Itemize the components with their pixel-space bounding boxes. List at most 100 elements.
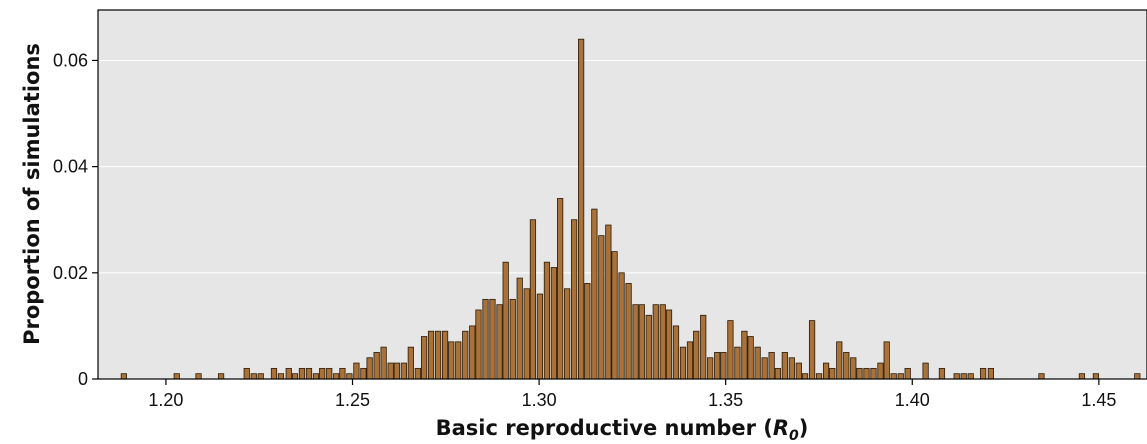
histogram-bar: [536, 293, 544, 380]
x-axis-label: Basic reproductive number (R0): [436, 416, 809, 444]
histogram-bar: [550, 267, 558, 380]
histogram-bar: [366, 357, 373, 380]
histogram-bar: [434, 330, 442, 380]
histogram-bar: [489, 298, 496, 380]
histogram-bar: [257, 373, 264, 380]
histogram-bar: [822, 362, 830, 380]
histogram-bar: [393, 362, 400, 380]
histogram-bar: [761, 357, 768, 380]
histogram-bar: [747, 336, 754, 380]
histogram-bar: [339, 367, 346, 380]
histogram-bar: [564, 288, 571, 380]
histogram-bar: [502, 261, 509, 380]
histogram-bar: [611, 251, 618, 380]
histogram-bar: [877, 362, 884, 380]
histogram-bar: [754, 346, 761, 380]
histogram-bar: [217, 373, 225, 380]
histogram-bar: [980, 367, 987, 380]
histogram-bar: [679, 346, 687, 380]
histogram-bar: [120, 373, 127, 380]
histogram-bar: [496, 304, 503, 380]
y-tick-label: 0.02: [53, 263, 88, 283]
y-axis-label: Proportion of simulations: [20, 43, 44, 345]
histogram-bar: [285, 367, 292, 380]
histogram-bar: [638, 304, 645, 380]
bars: [120, 38, 1141, 380]
histogram-bar: [523, 288, 530, 380]
histogram-bar: [270, 367, 278, 380]
histogram-bar: [714, 352, 721, 380]
x-tick-label: 1.25: [335, 390, 370, 410]
histogram-bar: [380, 346, 387, 380]
histogram-bar: [890, 373, 897, 380]
histogram-bar: [529, 219, 537, 380]
histogram-bar: [305, 367, 313, 380]
histogram-bar: [578, 38, 585, 380]
histogram-bar: [353, 362, 360, 380]
histogram-bar: [953, 373, 960, 380]
histogram-bar: [584, 283, 591, 380]
histogram-bar: [672, 325, 680, 380]
histogram-bar: [645, 314, 652, 380]
histogram-bar: [591, 208, 598, 380]
histogram-bar: [1134, 373, 1141, 380]
x-tick-label: 1.40: [895, 390, 930, 410]
histogram-bar: [441, 330, 449, 380]
histogram-bar: [333, 373, 340, 380]
x-axis-ticks: 1.20 1.25 1.30 1.35 1.40 1.45: [148, 379, 1116, 410]
histogram-bar: [727, 320, 734, 380]
histogram-bar: [516, 277, 523, 380]
x-tick-label: 1.20: [148, 390, 183, 410]
histogram-bar: [598, 235, 605, 380]
histogram-bar: [387, 362, 394, 380]
histogram-bar: [741, 330, 748, 380]
x-tick-label: 1.30: [522, 390, 557, 410]
histogram-bar: [427, 330, 435, 380]
histogram-bar: [400, 362, 407, 380]
x-tick-label: 1.45: [1081, 390, 1116, 410]
histogram-bar: [659, 304, 666, 380]
histogram-bar: [768, 352, 775, 380]
histogram-bar: [897, 373, 904, 380]
histogram-bar: [665, 309, 673, 380]
histogram-bar: [815, 373, 823, 380]
histogram-bar: [836, 341, 843, 380]
histogram-bar: [795, 362, 802, 380]
histogram-bar: [312, 373, 320, 380]
x-tick-label: 1.35: [708, 390, 743, 410]
x-axis-label-symbol: R: [773, 416, 789, 440]
histogram-bar: [195, 373, 202, 380]
histogram-bar: [298, 367, 306, 380]
histogram-bar: [291, 373, 299, 380]
histogram-bar: [1038, 373, 1045, 380]
histogram-bar: [987, 367, 995, 380]
histogram-bar: [904, 367, 911, 380]
histogram-bar: [420, 336, 428, 380]
histogram-bar: [625, 283, 632, 380]
histogram-bar: [571, 219, 578, 380]
histogram-bar: [277, 373, 285, 380]
y-tick-label: 0.04: [53, 157, 88, 177]
histogram-bar: [781, 352, 788, 380]
histogram-bar: [543, 261, 551, 380]
histogram-bar: [938, 367, 946, 380]
histogram-bar: [618, 272, 625, 380]
histogram-bar: [720, 352, 727, 380]
plot-frame: [97, 9, 1147, 380]
y-axis-ticks: 0 0.02 0.04 0.06: [53, 50, 98, 389]
histogram-bar: [883, 341, 890, 380]
histogram-bar: [414, 367, 421, 380]
histogram-bar: [509, 298, 516, 380]
histogram-bar: [774, 367, 781, 380]
histogram-bar: [856, 367, 863, 380]
histogram-bar: [700, 314, 707, 380]
histogram-bar: [843, 352, 850, 380]
histogram-bar: [346, 373, 353, 380]
histogram-bar: [462, 330, 469, 380]
y-tick-label: 0.06: [53, 50, 88, 70]
histogram-bar: [455, 341, 462, 380]
histogram-bar: [788, 357, 795, 380]
histogram-bar: [686, 341, 694, 380]
histogram-bar: [960, 373, 967, 380]
histogram-bar: [173, 373, 180, 380]
